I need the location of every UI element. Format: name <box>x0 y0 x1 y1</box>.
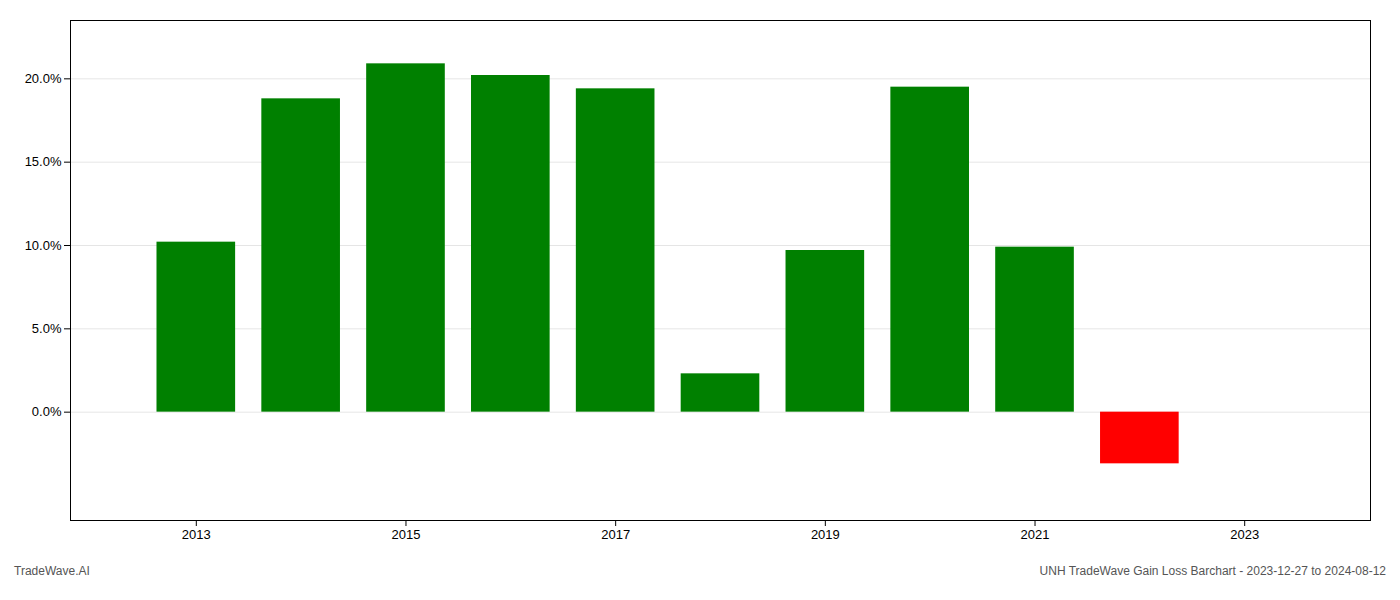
svg-text:2021: 2021 <box>1021 527 1050 542</box>
svg-text:15.0%: 15.0% <box>25 154 62 169</box>
html-text:TradeWave.AI: TradeWave.AI <box>14 564 90 578</box>
svg-text:0.0%: 0.0% <box>32 404 62 419</box>
svg-text:2017: 2017 <box>601 527 630 542</box>
svg-text:10.0%: 10.0% <box>25 238 62 253</box>
svg-text:2019: 2019 <box>811 527 840 542</box>
svg-text:2013: 2013 <box>182 527 211 542</box>
html-text:UNH TradeWave Gain Loss Barcha: UNH TradeWave Gain Loss Barchart - 2023-… <box>1039 564 1386 578</box>
svg-text:2015: 2015 <box>392 527 421 542</box>
svg-text:2023: 2023 <box>1230 527 1259 542</box>
svg-text:5.0%: 5.0% <box>32 321 62 336</box>
svg-text:20.0%: 20.0% <box>25 71 62 86</box>
